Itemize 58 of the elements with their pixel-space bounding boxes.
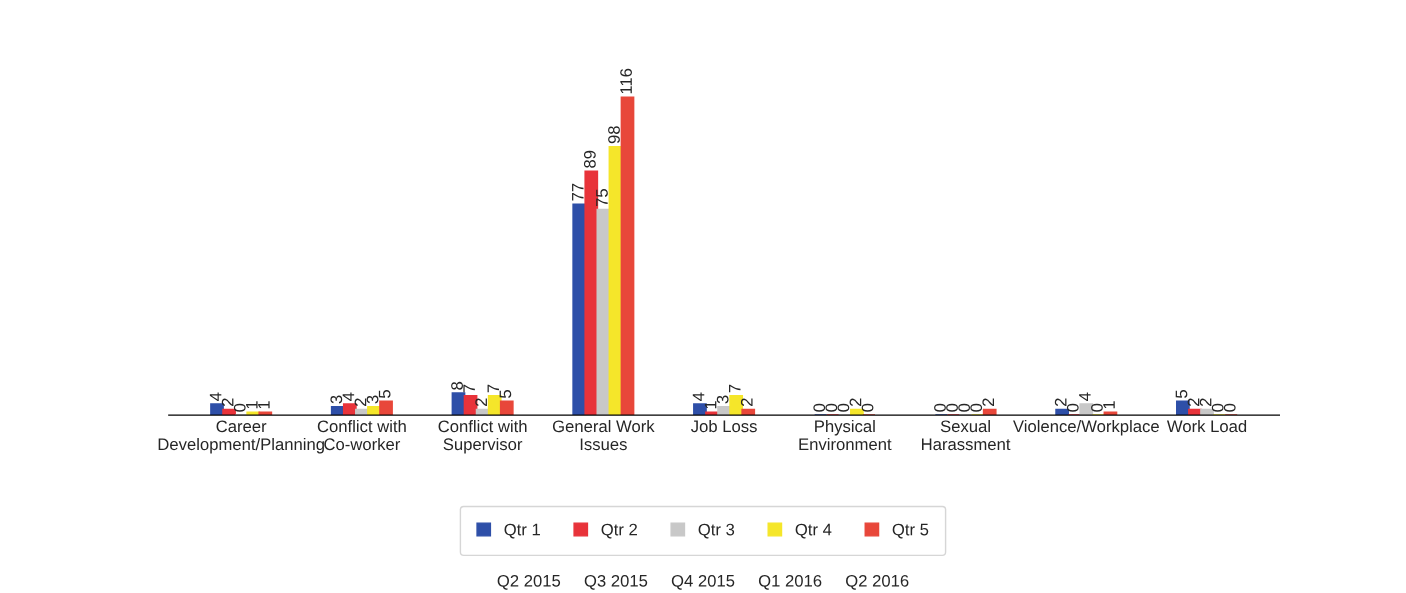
legend-label: Qtr 3 <box>698 523 735 539</box>
data-label: 3 <box>716 395 729 404</box>
data-label: 0 <box>861 403 874 412</box>
data-label: 0 <box>1211 403 1224 412</box>
data-label: 0 <box>1066 403 1079 412</box>
data-label: 7 <box>463 384 475 393</box>
x-tick-label: General Work Issues <box>552 419 655 451</box>
data-label: 0 <box>1091 403 1103 412</box>
legend-label: Qtr 5 <box>892 523 929 539</box>
data-label: 3 <box>330 395 343 404</box>
data-label: 0 <box>813 403 826 412</box>
x-tick-label: Job Loss <box>691 419 757 433</box>
x-tick-label: Sexual Harassment <box>922 419 1011 451</box>
data-label: 4 <box>1079 392 1091 401</box>
data-label: 7 <box>729 384 741 393</box>
data-label: 4 <box>209 392 222 401</box>
data-label: 1 <box>1103 401 1115 409</box>
data-label: 4 <box>342 392 355 401</box>
data-label: 2 <box>740 398 753 407</box>
x-tick-label: Conflict with Supervisor <box>438 419 527 454</box>
data-label: 5 <box>378 390 391 398</box>
data-label: 5 <box>1175 390 1188 398</box>
data-label: 2 <box>354 398 367 407</box>
data-label: 0 <box>946 403 958 412</box>
data-label: 2 <box>1054 398 1067 407</box>
x-tick-label: Work Load <box>1166 419 1247 433</box>
data-label: 1 <box>704 401 717 409</box>
data-label: 0 <box>1223 403 1236 412</box>
data-label: 7 <box>487 384 500 393</box>
data-label: 3 <box>366 395 379 404</box>
data-label: 0 <box>825 403 838 412</box>
data-label: 0 <box>837 403 850 412</box>
data-label: 1 <box>258 401 270 409</box>
data-label: 89 <box>583 150 596 168</box>
data-label: 2 <box>1187 398 1200 407</box>
legend-label: Qtr 1 <box>504 523 540 539</box>
data-label: 2 <box>1199 398 1212 407</box>
data-label: 8 <box>451 381 463 390</box>
x-tick-label: Violence/Workplace <box>1013 419 1159 436</box>
data-label: 77 <box>572 183 584 201</box>
data-label: 1 <box>246 401 258 409</box>
data-label: 0 <box>970 403 983 412</box>
x-tick-label: Physical Environment <box>799 419 892 451</box>
data-label: 98 <box>608 126 620 144</box>
legend-label: Qtr 4 <box>795 523 832 539</box>
data-label: 0 <box>233 403 246 412</box>
data-label: 2 <box>221 398 234 407</box>
data-label: 5 <box>499 390 512 398</box>
data-label: 4 <box>692 392 705 401</box>
data-label: 116 <box>620 68 632 94</box>
data-label: 0 <box>934 403 946 412</box>
text: Q2 2015 Q3 2015 Q4 2015 Q1 2016 Q2 2016 <box>497 574 909 590</box>
data-label: 2 <box>849 398 862 407</box>
data-label: 2 <box>475 398 487 407</box>
data-label: 0 <box>958 403 971 412</box>
legend-label: Qtr 2 <box>601 523 637 539</box>
data-label: 2 <box>982 398 995 407</box>
data-label: 75 <box>596 189 608 207</box>
